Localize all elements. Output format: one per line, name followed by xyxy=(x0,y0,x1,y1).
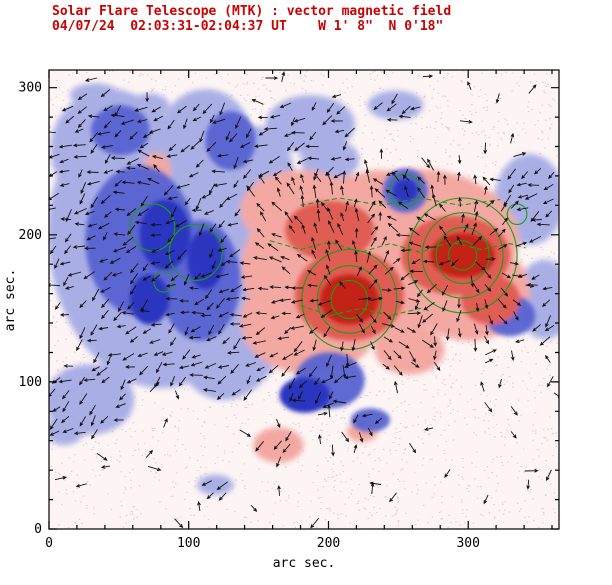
plot-title: Solar Flare Telescope (MTK) : vector mag… xyxy=(52,4,451,34)
negative-polarity-region xyxy=(367,90,424,121)
contour-ring xyxy=(448,240,478,271)
positive-polarity-region xyxy=(374,324,445,375)
plot-content xyxy=(49,70,559,529)
contour-ring xyxy=(435,226,490,284)
negative-polarity-region xyxy=(392,178,418,203)
contour-ring xyxy=(407,197,518,314)
x-tick-label: 200 xyxy=(317,536,340,551)
y-axis-label: arc sec. xyxy=(3,269,18,332)
positive-polarity-region xyxy=(285,201,375,260)
negative-polarity-region xyxy=(69,83,121,107)
title-line-2: 04/07/24 02:03:31-02:04:37 UT W 1' 8" N … xyxy=(52,19,444,34)
polarity-regions-dark xyxy=(130,178,495,413)
contour-ring xyxy=(153,270,174,293)
x-tick-label: 300 xyxy=(456,536,479,551)
tick-labels: 0 100 200 300 0 100 200 300 xyxy=(19,81,480,551)
tick-marks xyxy=(48,70,559,530)
y-tick-label: 100 xyxy=(19,375,42,390)
negative-polarity-region xyxy=(265,95,355,154)
negative-polarity-region xyxy=(187,230,224,290)
x-axis-label: arc sec. xyxy=(273,556,336,571)
positive-polarity-region xyxy=(320,274,379,325)
contour-line xyxy=(269,240,526,253)
positive-polarity-region xyxy=(430,233,495,278)
y-tick-label: 300 xyxy=(19,81,42,96)
x-tick-label: 100 xyxy=(177,536,200,551)
contour-line xyxy=(300,304,431,317)
contour-ring xyxy=(168,223,223,281)
y-tick-label: 200 xyxy=(19,228,42,243)
field-contours xyxy=(129,173,528,351)
negative-polarity-region xyxy=(130,93,170,118)
x-tick-label: 0 xyxy=(45,536,53,551)
negative-polarity-region xyxy=(49,415,84,446)
field-vector-arrows xyxy=(49,71,559,529)
title-line-1: Solar Flare Telescope (MTK) : vector mag… xyxy=(52,4,452,19)
contour-ring xyxy=(421,212,504,299)
negative-polarity-region xyxy=(197,474,234,496)
contour-ring xyxy=(316,265,383,334)
contour-ring xyxy=(301,248,398,351)
negative-polarity-region xyxy=(279,377,330,413)
negative-polarity-region xyxy=(91,105,150,156)
negative-polarity-region xyxy=(130,274,170,325)
y-tick-label: 0 xyxy=(34,522,42,537)
axes-frame xyxy=(48,69,560,530)
contour-line xyxy=(300,197,501,206)
contour-ring xyxy=(330,279,369,320)
negative-polarity-region xyxy=(350,408,390,432)
plot-border xyxy=(48,69,560,530)
